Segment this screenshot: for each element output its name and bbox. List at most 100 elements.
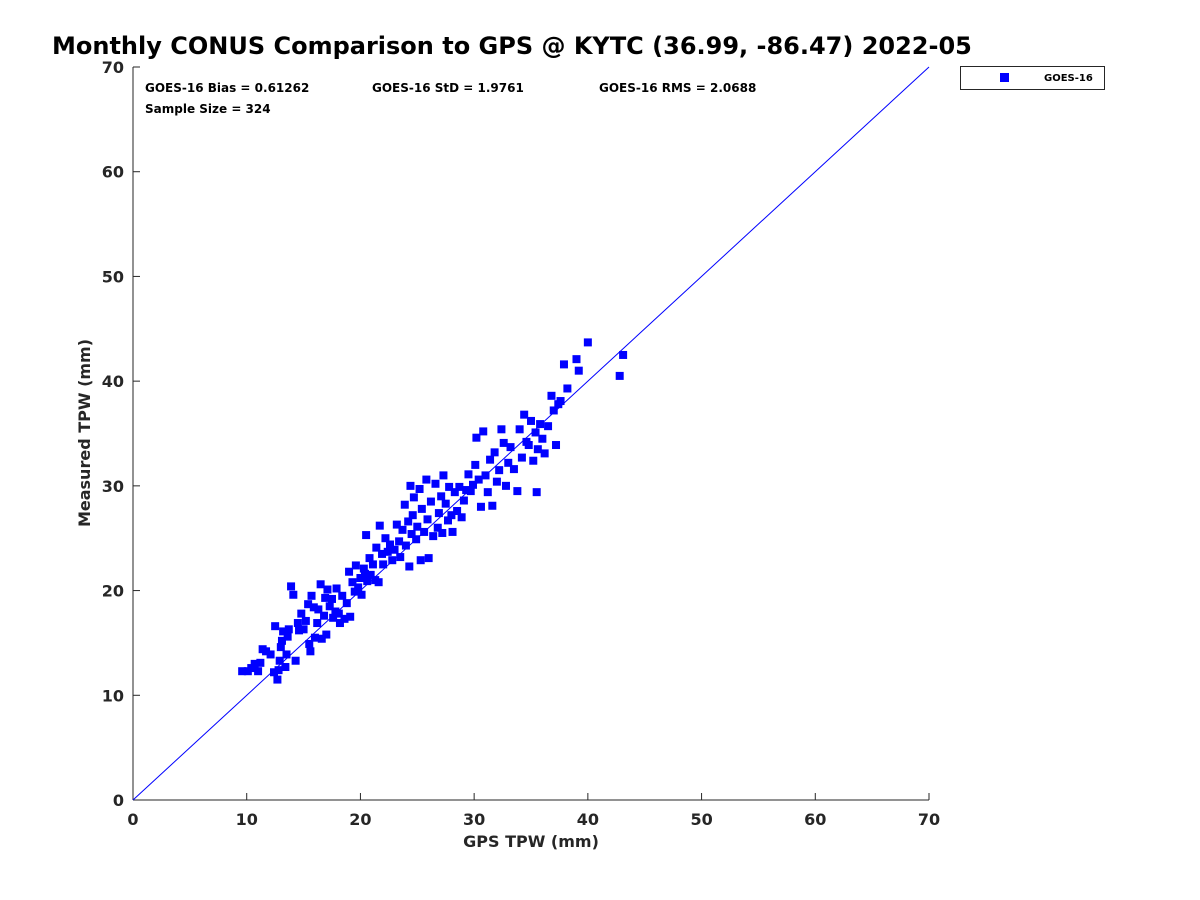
x-tick-label: 0: [127, 810, 138, 829]
data-point: [366, 570, 375, 579]
data-point: [527, 416, 535, 425]
x-tick-label: 30: [463, 810, 485, 829]
plot-area: 0 10 20 30 40 50 60 70 0 10 20 30 40 50 60 70: [102, 58, 940, 829]
sample-size-annotation: Sample Size = 324: [145, 102, 271, 116]
data-point: [335, 619, 344, 628]
data-point: [256, 658, 265, 667]
data-point: [270, 668, 279, 677]
data-point: [457, 513, 466, 522]
data-point: [398, 525, 407, 534]
data-point: [445, 482, 454, 491]
data-point: [476, 502, 485, 511]
data-point: [405, 562, 414, 571]
data-point: [513, 487, 522, 496]
data-point: [360, 569, 369, 578]
data-point: [378, 549, 387, 558]
data-point: [490, 448, 499, 457]
data-point: [351, 561, 360, 570]
data-point: [383, 547, 392, 556]
data-point: [381, 534, 390, 543]
data-point: [538, 434, 547, 443]
data-point: [547, 391, 556, 400]
data-point: [492, 477, 501, 486]
data-point: [338, 591, 347, 600]
data-point: [342, 599, 351, 608]
data-point: [532, 488, 541, 497]
data-point: [320, 611, 329, 620]
data-point: [321, 593, 330, 602]
data-point: [572, 355, 581, 364]
data-point: [238, 667, 247, 676]
data-point: [372, 543, 381, 552]
data-point: [441, 499, 450, 508]
data-point: [536, 420, 545, 429]
data-point: [416, 556, 425, 565]
data-point: [481, 471, 490, 480]
data-point: [619, 350, 628, 359]
data-point: [317, 634, 326, 643]
data-point: [556, 397, 565, 406]
legend-box: [960, 66, 1105, 90]
data-point: [395, 537, 404, 546]
data-point: [506, 443, 515, 452]
data-point: [422, 475, 431, 484]
x-tick-label: 50: [690, 810, 712, 829]
data-point: [529, 456, 538, 465]
data-point: [277, 636, 286, 645]
data-point: [413, 522, 422, 531]
data-point: [281, 663, 290, 672]
data-point: [479, 427, 488, 436]
data-point: [276, 643, 285, 652]
data-point: [247, 664, 256, 673]
data-point: [299, 625, 308, 634]
data-point: [406, 481, 415, 490]
data-point: [438, 528, 447, 537]
data-point: [316, 580, 325, 589]
data-point: [466, 487, 475, 496]
data-point: [309, 603, 318, 612]
data-point: [615, 371, 624, 380]
data-point: [504, 458, 513, 467]
data-point: [289, 590, 298, 599]
data-point: [552, 441, 561, 450]
data-point: [423, 515, 432, 524]
one-to-one-line: [132, 66, 930, 801]
data-point: [450, 488, 459, 497]
data-point: [474, 475, 483, 484]
data-point: [447, 511, 456, 520]
data-point: [293, 619, 302, 628]
data-point: [455, 482, 464, 491]
data-point: [301, 616, 310, 625]
data-point: [287, 582, 296, 591]
data-point: [472, 433, 481, 442]
data-point: [323, 585, 332, 594]
y-tick-label: 70: [102, 58, 124, 77]
data-point: [499, 438, 508, 447]
y-tick-label: 50: [102, 267, 124, 286]
data-point: [515, 425, 524, 434]
y-tick-label: 20: [102, 582, 124, 601]
data-point: [392, 520, 401, 529]
data-point: [509, 465, 518, 474]
data-point: [328, 594, 336, 603]
data-point: [559, 360, 568, 369]
data-point: [375, 521, 384, 530]
data-point: [291, 656, 300, 665]
data-point: [415, 484, 424, 493]
data-point: [426, 497, 435, 506]
x-tick-label: 40: [577, 810, 599, 829]
data-point: [275, 656, 284, 665]
data-point: [379, 560, 388, 569]
std-annotation: GOES-16 StD = 1.9761: [372, 81, 524, 95]
data-point: [448, 527, 457, 536]
data-point: [314, 605, 323, 614]
legend: GOES-16: [960, 66, 1105, 90]
data-point: [417, 504, 426, 513]
data-point: [250, 659, 259, 668]
x-tick-label: 20: [349, 810, 371, 829]
data-point: [483, 488, 492, 497]
data-point: [429, 532, 438, 541]
data-point: [540, 449, 549, 458]
data-point: [363, 577, 372, 586]
